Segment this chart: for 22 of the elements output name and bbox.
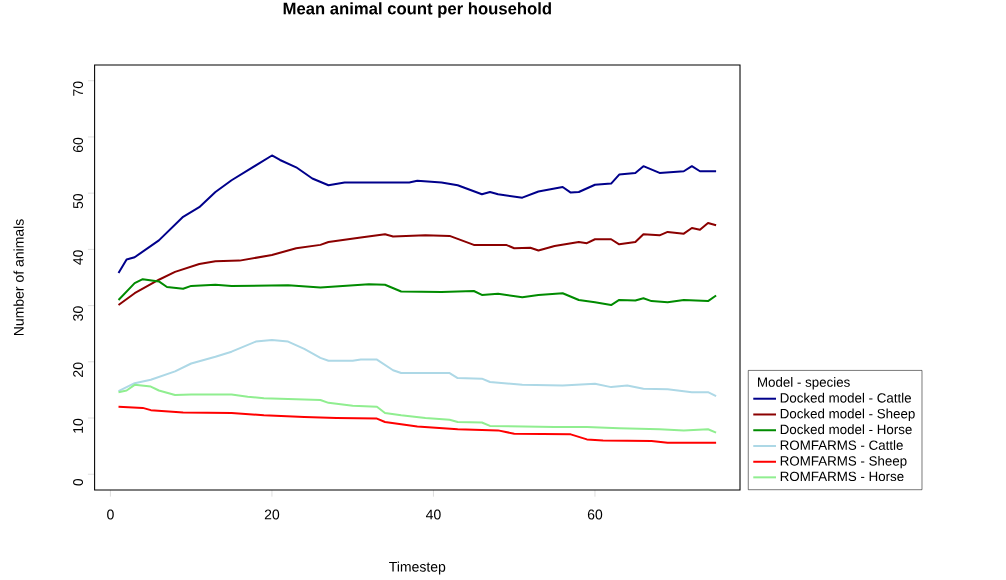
legend-title: Model - species — [758, 377, 850, 390]
x-tick-label: 20 — [264, 509, 280, 520]
x-tick-label: 40 — [425, 509, 441, 520]
y-tick-label: 70 — [73, 81, 84, 96]
legend-label: ROMFARMS - Horse — [780, 471, 904, 482]
y-tick-label: 20 — [73, 362, 84, 377]
legend-label: Docked model - Horse — [780, 424, 912, 435]
x-axis-title: Timestep — [389, 561, 446, 575]
legend-label: Docked model - Sheep — [780, 408, 915, 422]
y-tick-label: 50 — [73, 193, 84, 209]
y-tick-label: 10 — [73, 418, 84, 433]
x-tick-label: 60 — [587, 509, 603, 520]
y-tick-label: 0 — [73, 478, 84, 486]
y-tick-label: 60 — [73, 137, 84, 153]
x-tick-label: 0 — [107, 509, 114, 520]
y-tick-label: 30 — [73, 306, 84, 321]
legend-label: ROMFARMS - Cattle — [780, 440, 903, 450]
legend-label: Docked model - Cattle — [780, 392, 911, 403]
legend-label: ROMFARMS - Sheep — [780, 455, 907, 469]
chart-title: Mean animal count per household — [283, 2, 551, 18]
y-axis-title: Number of animals — [13, 219, 24, 336]
y-tick-label: 40 — [73, 250, 84, 265]
